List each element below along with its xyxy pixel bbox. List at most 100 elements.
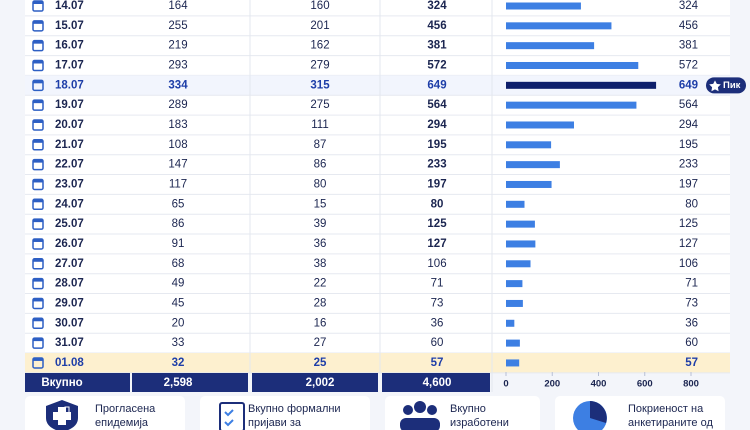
bar	[506, 22, 612, 30]
total-cell	[252, 373, 378, 392]
bar-value: 456	[679, 20, 698, 32]
calendar-icon	[33, 80, 43, 84]
axis-tick-label: 200	[544, 379, 560, 390]
date: 18.07	[55, 79, 84, 91]
bar	[506, 42, 595, 50]
card-text: Вкупно формални	[248, 403, 341, 415]
bar	[506, 2, 581, 10]
date: 16.07	[55, 40, 84, 52]
calendar-icon	[33, 318, 43, 322]
calendar-icon	[33, 139, 43, 143]
card-text: епидемија	[95, 417, 149, 429]
calendar-icon	[33, 199, 43, 203]
bar	[506, 280, 523, 288]
cell-value: 108	[168, 139, 187, 151]
bar	[506, 240, 536, 248]
total-cell	[382, 373, 490, 392]
cell-value: 68	[172, 258, 185, 270]
bar	[506, 180, 552, 188]
cell-total: 381	[427, 40, 447, 52]
cell-total: 564	[427, 99, 447, 111]
calendar-icon	[33, 298, 43, 302]
calendar-icon	[33, 100, 43, 104]
star-icon	[709, 80, 721, 92]
cell-value: 45	[172, 297, 185, 309]
date: 17.07	[55, 60, 84, 72]
bar	[506, 61, 639, 69]
cell-total: 294	[427, 119, 447, 131]
row-highlight	[25, 353, 730, 373]
cell-total: 60	[431, 337, 444, 349]
date: 19.07	[55, 99, 84, 111]
cell-value: 279	[310, 60, 329, 72]
calendar-icon	[33, 338, 43, 342]
axis-tick-label: 800	[683, 379, 699, 390]
date: 28.07	[55, 278, 84, 290]
total-value: 2,002	[306, 377, 335, 389]
cell-value: 28	[314, 297, 327, 309]
calendar-icon	[33, 357, 43, 361]
bar-value: 233	[679, 159, 698, 171]
date: 23.07	[55, 179, 84, 191]
date: 30.07	[55, 317, 84, 329]
card-text: изработени	[450, 417, 509, 429]
date: 31.07	[55, 337, 84, 349]
calendar-icon	[33, 238, 43, 242]
peak-label: Пик	[723, 80, 741, 91]
cell-value: 117	[169, 179, 187, 191]
cell-value: 15	[314, 198, 327, 210]
row-highlight	[25, 75, 730, 96]
cell-value: 16	[314, 317, 327, 329]
total-cell	[25, 373, 130, 392]
cell-value: 147	[168, 159, 187, 171]
bar	[506, 101, 637, 109]
bar-value: 71	[685, 278, 698, 290]
card-text: пријави за	[248, 417, 302, 429]
cell-total: 233	[427, 159, 446, 171]
card	[200, 396, 370, 430]
cell-value: 160	[310, 0, 329, 12]
calendar-icon	[33, 119, 43, 123]
date: 29.07	[55, 297, 84, 309]
shield-cross	[53, 412, 71, 420]
total-value: 2,598	[164, 377, 193, 389]
cell-value: 293	[168, 60, 187, 72]
date: 25.07	[55, 218, 84, 230]
calendar-icon	[33, 1, 43, 4]
bar-value: 564	[679, 99, 699, 111]
calendar-icon	[33, 179, 43, 183]
date: 27.07	[55, 258, 84, 270]
bar	[506, 220, 535, 228]
cell-total: 127	[427, 238, 446, 250]
cell-value: 65	[172, 198, 185, 210]
date: 22.07	[55, 159, 84, 171]
cell-total: 57	[431, 357, 444, 369]
cell-value: 86	[172, 218, 185, 230]
people-icon	[427, 405, 437, 415]
bar-value: 324	[679, 0, 699, 12]
bar-value: 106	[679, 258, 698, 270]
total-value: 4,600	[423, 377, 452, 389]
date: 20.07	[55, 119, 84, 131]
cell-total: 73	[431, 297, 444, 309]
bar-value: 60	[685, 337, 698, 349]
axis-tick-label: 0	[503, 379, 508, 390]
cell-value: 164	[168, 0, 188, 12]
card-text: анкетираните од	[628, 417, 713, 429]
bar-value: 36	[685, 317, 698, 329]
calendar-icon	[33, 20, 43, 24]
card-text: Прогласена	[95, 403, 156, 415]
cell-value: 36	[314, 238, 327, 250]
total-label: Вкупно	[41, 377, 82, 389]
bar-value: 57	[685, 357, 698, 369]
total-cell	[132, 373, 248, 392]
axis-tick-label: 400	[591, 379, 607, 390]
cell-value: 25	[314, 357, 327, 369]
calendar-icon	[33, 219, 43, 223]
bar	[506, 299, 523, 307]
check-icon	[224, 409, 234, 427]
bar-value: 127	[679, 238, 698, 250]
bar	[506, 141, 552, 149]
bar-value: 80	[685, 198, 698, 210]
